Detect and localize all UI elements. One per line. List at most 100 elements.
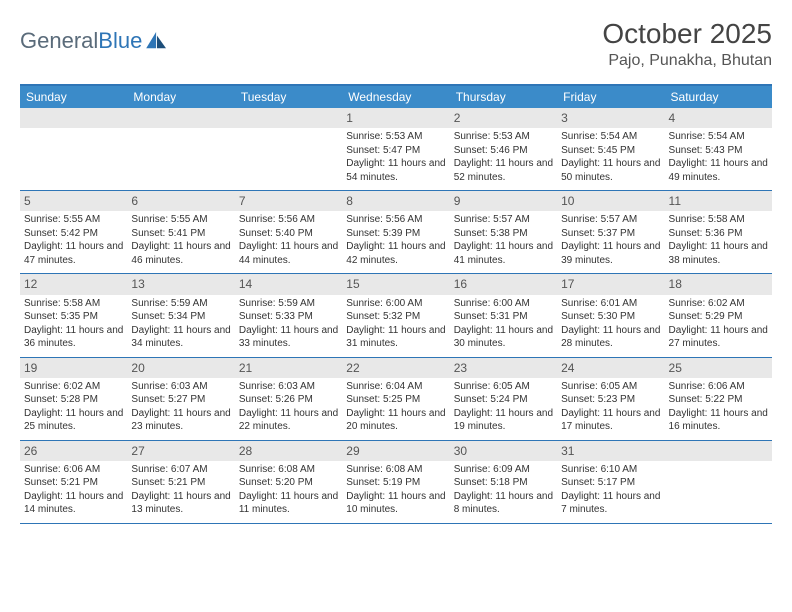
day-cell: 13Sunrise: 5:59 AMSunset: 5:34 PMDayligh… bbox=[127, 274, 234, 356]
day-header: Tuesday bbox=[235, 86, 342, 108]
sunrise-text: Sunrise: 5:56 AM bbox=[346, 213, 445, 227]
daylight-text: Daylight: 11 hours and 41 minutes. bbox=[454, 240, 553, 267]
day-body: Sunrise: 6:00 AMSunset: 5:32 PMDaylight:… bbox=[342, 295, 449, 357]
sunset-text: Sunset: 5:27 PM bbox=[131, 393, 230, 407]
sunset-text: Sunset: 5:46 PM bbox=[454, 144, 553, 158]
sunrise-text: Sunrise: 5:53 AM bbox=[346, 130, 445, 144]
day-body-empty bbox=[127, 128, 234, 150]
sunrise-text: Sunrise: 6:00 AM bbox=[454, 297, 553, 311]
sunset-text: Sunset: 5:37 PM bbox=[561, 227, 660, 241]
sunrise-text: Sunrise: 5:57 AM bbox=[561, 213, 660, 227]
day-cell: 1Sunrise: 5:53 AMSunset: 5:47 PMDaylight… bbox=[342, 108, 449, 190]
week-row: 5Sunrise: 5:55 AMSunset: 5:42 PMDaylight… bbox=[20, 191, 772, 274]
title-block: October 2025 Pajo, Punakha, Bhutan bbox=[602, 18, 772, 70]
sunrise-text: Sunrise: 5:55 AM bbox=[131, 213, 230, 227]
sunrise-text: Sunrise: 5:56 AM bbox=[239, 213, 338, 227]
sunset-text: Sunset: 5:34 PM bbox=[131, 310, 230, 324]
day-body: Sunrise: 6:02 AMSunset: 5:28 PMDaylight:… bbox=[20, 378, 127, 440]
sunrise-text: Sunrise: 6:06 AM bbox=[24, 463, 123, 477]
sunrise-text: Sunrise: 6:08 AM bbox=[239, 463, 338, 477]
day-body: Sunrise: 5:55 AMSunset: 5:41 PMDaylight:… bbox=[127, 211, 234, 273]
day-body: Sunrise: 5:58 AMSunset: 5:36 PMDaylight:… bbox=[665, 211, 772, 273]
sunrise-text: Sunrise: 5:55 AM bbox=[24, 213, 123, 227]
day-cell: 17Sunrise: 6:01 AMSunset: 5:30 PMDayligh… bbox=[557, 274, 664, 356]
logo-text: GeneralBlue bbox=[20, 28, 142, 54]
day-body: Sunrise: 6:04 AMSunset: 5:25 PMDaylight:… bbox=[342, 378, 449, 440]
day-cell: 9Sunrise: 5:57 AMSunset: 5:38 PMDaylight… bbox=[450, 191, 557, 273]
day-number: 4 bbox=[665, 108, 772, 128]
day-body-empty bbox=[20, 128, 127, 150]
sunrise-text: Sunrise: 6:07 AM bbox=[131, 463, 230, 477]
location: Pajo, Punakha, Bhutan bbox=[602, 52, 772, 70]
daylight-text: Daylight: 11 hours and 16 minutes. bbox=[669, 407, 768, 434]
day-body: Sunrise: 5:59 AMSunset: 5:33 PMDaylight:… bbox=[235, 295, 342, 357]
sunset-text: Sunset: 5:33 PM bbox=[239, 310, 338, 324]
sunrise-text: Sunrise: 6:05 AM bbox=[561, 380, 660, 394]
week-row: 26Sunrise: 6:06 AMSunset: 5:21 PMDayligh… bbox=[20, 441, 772, 524]
day-cell: 7Sunrise: 5:56 AMSunset: 5:40 PMDaylight… bbox=[235, 191, 342, 273]
day-number: 27 bbox=[127, 441, 234, 461]
daylight-text: Daylight: 11 hours and 8 minutes. bbox=[454, 490, 553, 517]
sunset-text: Sunset: 5:28 PM bbox=[24, 393, 123, 407]
day-cell: 22Sunrise: 6:04 AMSunset: 5:25 PMDayligh… bbox=[342, 358, 449, 440]
daylight-text: Daylight: 11 hours and 44 minutes. bbox=[239, 240, 338, 267]
day-number: 17 bbox=[557, 274, 664, 294]
sunset-text: Sunset: 5:24 PM bbox=[454, 393, 553, 407]
day-cell: 6Sunrise: 5:55 AMSunset: 5:41 PMDaylight… bbox=[127, 191, 234, 273]
day-number: 14 bbox=[235, 274, 342, 294]
sunrise-text: Sunrise: 6:10 AM bbox=[561, 463, 660, 477]
day-body: Sunrise: 6:08 AMSunset: 5:19 PMDaylight:… bbox=[342, 461, 449, 523]
day-number: 18 bbox=[665, 274, 772, 294]
day-cell: 26Sunrise: 6:06 AMSunset: 5:21 PMDayligh… bbox=[20, 441, 127, 523]
day-number: 15 bbox=[342, 274, 449, 294]
logo-word-1: General bbox=[20, 28, 98, 53]
day-number: 13 bbox=[127, 274, 234, 294]
day-body: Sunrise: 5:59 AMSunset: 5:34 PMDaylight:… bbox=[127, 295, 234, 357]
day-body: Sunrise: 6:01 AMSunset: 5:30 PMDaylight:… bbox=[557, 295, 664, 357]
sunset-text: Sunset: 5:32 PM bbox=[346, 310, 445, 324]
sunset-text: Sunset: 5:21 PM bbox=[131, 476, 230, 490]
sunrise-text: Sunrise: 6:08 AM bbox=[346, 463, 445, 477]
sunset-text: Sunset: 5:31 PM bbox=[454, 310, 553, 324]
day-number: 7 bbox=[235, 191, 342, 211]
daylight-text: Daylight: 11 hours and 30 minutes. bbox=[454, 324, 553, 351]
week-row: 19Sunrise: 6:02 AMSunset: 5:28 PMDayligh… bbox=[20, 358, 772, 441]
day-cell: 12Sunrise: 5:58 AMSunset: 5:35 PMDayligh… bbox=[20, 274, 127, 356]
sunset-text: Sunset: 5:20 PM bbox=[239, 476, 338, 490]
sunset-text: Sunset: 5:47 PM bbox=[346, 144, 445, 158]
day-body: Sunrise: 5:56 AMSunset: 5:40 PMDaylight:… bbox=[235, 211, 342, 273]
sunrise-text: Sunrise: 5:53 AM bbox=[454, 130, 553, 144]
day-body: Sunrise: 5:54 AMSunset: 5:43 PMDaylight:… bbox=[665, 128, 772, 190]
day-body: Sunrise: 6:00 AMSunset: 5:31 PMDaylight:… bbox=[450, 295, 557, 357]
day-body: Sunrise: 5:58 AMSunset: 5:35 PMDaylight:… bbox=[20, 295, 127, 357]
sunset-text: Sunset: 5:30 PM bbox=[561, 310, 660, 324]
daylight-text: Daylight: 11 hours and 14 minutes. bbox=[24, 490, 123, 517]
calendar: SundayMondayTuesdayWednesdayThursdayFrid… bbox=[20, 84, 772, 524]
daylight-text: Daylight: 11 hours and 22 minutes. bbox=[239, 407, 338, 434]
day-number: 5 bbox=[20, 191, 127, 211]
daylight-text: Daylight: 11 hours and 31 minutes. bbox=[346, 324, 445, 351]
sunrise-text: Sunrise: 5:59 AM bbox=[239, 297, 338, 311]
daylight-text: Daylight: 11 hours and 19 minutes. bbox=[454, 407, 553, 434]
day-body-empty bbox=[235, 128, 342, 150]
day-body: Sunrise: 6:07 AMSunset: 5:21 PMDaylight:… bbox=[127, 461, 234, 523]
day-header-row: SundayMondayTuesdayWednesdayThursdayFrid… bbox=[20, 86, 772, 108]
daylight-text: Daylight: 11 hours and 20 minutes. bbox=[346, 407, 445, 434]
day-header: Thursday bbox=[450, 86, 557, 108]
day-cell bbox=[127, 108, 234, 190]
day-cell: 11Sunrise: 5:58 AMSunset: 5:36 PMDayligh… bbox=[665, 191, 772, 273]
day-number: 19 bbox=[20, 358, 127, 378]
day-cell bbox=[235, 108, 342, 190]
day-cell bbox=[665, 441, 772, 523]
day-header: Saturday bbox=[665, 86, 772, 108]
day-cell: 19Sunrise: 6:02 AMSunset: 5:28 PMDayligh… bbox=[20, 358, 127, 440]
day-body: Sunrise: 6:05 AMSunset: 5:23 PMDaylight:… bbox=[557, 378, 664, 440]
sunset-text: Sunset: 5:42 PM bbox=[24, 227, 123, 241]
day-cell: 4Sunrise: 5:54 AMSunset: 5:43 PMDaylight… bbox=[665, 108, 772, 190]
logo-sail-icon bbox=[146, 32, 168, 50]
daylight-text: Daylight: 11 hours and 42 minutes. bbox=[346, 240, 445, 267]
day-number: 11 bbox=[665, 191, 772, 211]
daylight-text: Daylight: 11 hours and 50 minutes. bbox=[561, 157, 660, 184]
daylight-text: Daylight: 11 hours and 23 minutes. bbox=[131, 407, 230, 434]
day-number: 12 bbox=[20, 274, 127, 294]
